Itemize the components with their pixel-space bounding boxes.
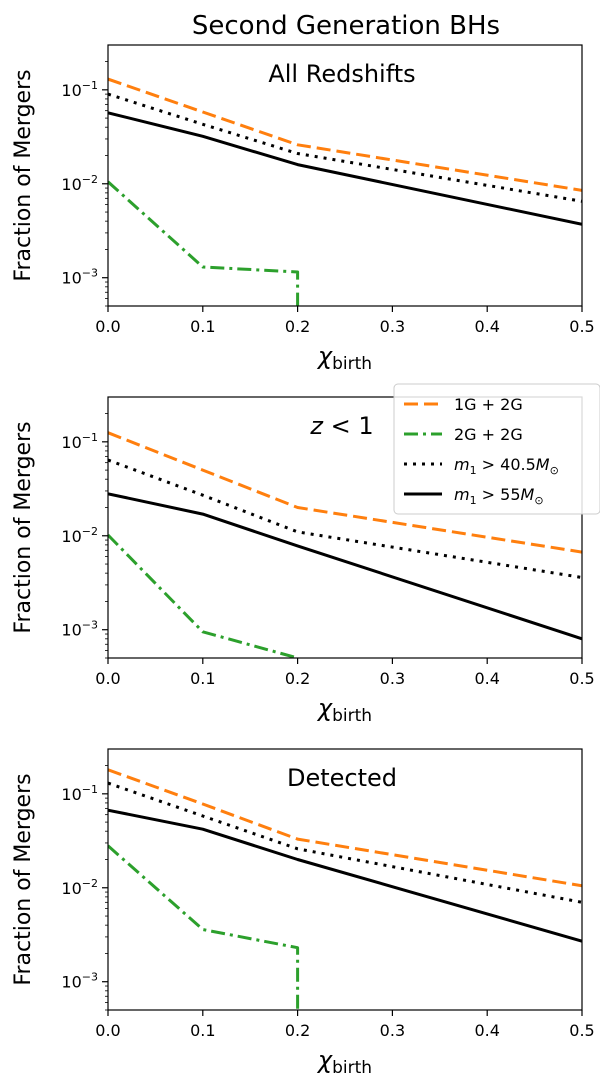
- x-tick-label: 0.4: [474, 1021, 499, 1040]
- y-tick-label: 10−3: [61, 267, 98, 288]
- axes-frame: [107, 44, 583, 307]
- x-tick-label: 0.5: [569, 1021, 594, 1040]
- series-line-m1-55: [108, 492, 582, 641]
- panel-3: 0.0 0.1 0.2 0.3 0.4 0.5 10−1 10−2 10−3 Detected Fr…: [11, 748, 595, 1078]
- x-tick-label: 0.5: [569, 669, 594, 688]
- y-tick-label: 10−1: [61, 79, 98, 100]
- series-line-1g-2g: [108, 77, 582, 192]
- y-tick-label: 10−3: [61, 971, 98, 992]
- legend: 1G + 2G 2G + 2G m1 > 40.5M⊙ m1 > 55M⊙: [393, 383, 600, 515]
- series-line-m1-40-5: [108, 781, 582, 904]
- axes-frame: [107, 396, 583, 659]
- y-tick-label: 10−3: [61, 619, 98, 640]
- panel-2: 0.0 0.1 0.2 0.3 0.4 0.5 10−1 10−2 10−3 z < 1 Fract…: [11, 396, 595, 726]
- y-axis-label: Fraction of Mergers: [11, 421, 36, 633]
- series-line-m1-40-5: [108, 92, 582, 203]
- y-tick-label: 10−1: [61, 431, 98, 452]
- x-tick-label: 0.2: [285, 669, 310, 688]
- y-tick-label: 10−2: [61, 877, 98, 898]
- x-tick-label: 0.3: [380, 1021, 405, 1040]
- legend-label: m1 > 40.5M⊙: [454, 455, 559, 477]
- y-axis-label: Fraction of Mergers: [11, 69, 36, 281]
- x-axis-label: χbirth: [316, 1046, 372, 1078]
- series-group: [108, 768, 582, 1010]
- x-tick-label: 0.3: [380, 317, 405, 336]
- legend-label: 1G + 2G: [454, 395, 523, 414]
- x-axis-label: χbirth: [316, 694, 372, 726]
- x-tick-label: 0.2: [285, 1021, 310, 1040]
- series-group: [108, 431, 582, 658]
- series-line-m1-55: [108, 808, 582, 943]
- legend-label: m1 > 55M⊙: [454, 485, 544, 507]
- x-tick-label: 0.2: [285, 317, 310, 336]
- y-axis-label: Fraction of Mergers: [11, 773, 36, 985]
- x-tick-label: 0.1: [190, 669, 215, 688]
- legend-label: 2G + 2G: [454, 425, 523, 444]
- y-tick-label: 10−1: [61, 783, 98, 804]
- x-tick-label: 0.5: [569, 317, 594, 336]
- x-tick-label: 0.0: [95, 1021, 120, 1040]
- x-tick-label: 0.4: [474, 317, 499, 336]
- series-line-1g-2g: [108, 768, 582, 888]
- y-tick-label: 10−2: [61, 525, 98, 546]
- x-tick-label: 0.0: [95, 317, 120, 336]
- panel-annotation: All Redshifts: [268, 60, 415, 88]
- series-group: [108, 77, 582, 306]
- x-axis-label: χbirth: [316, 342, 372, 374]
- x-tick-label: 0.1: [190, 317, 215, 336]
- series-line-2g-2g: [108, 844, 300, 1010]
- panels: 0.0 0.1 0.2 0.3 0.4 0.5 10−1 10−2 10−3 All Redshi…: [11, 44, 595, 1078]
- x-tick-label: 0.3: [380, 669, 405, 688]
- series-line-m1-55: [108, 111, 582, 226]
- legend-box: [393, 383, 600, 515]
- panel-annotation: z < 1: [309, 412, 373, 440]
- series-line-2g-2g: [108, 180, 300, 306]
- series-line-1g-2g: [108, 431, 582, 554]
- figure-title: Second Generation BHs: [192, 11, 500, 41]
- panel-annotation: Detected: [287, 764, 397, 792]
- x-tick-label: 0.0: [95, 669, 120, 688]
- x-tick-label: 0.1: [190, 1021, 215, 1040]
- x-tick-label: 0.4: [474, 669, 499, 688]
- y-tick-label: 10−2: [61, 173, 98, 194]
- axes-frame: [107, 748, 583, 1011]
- series-line-2g-2g: [108, 533, 298, 658]
- panel-1: 0.0 0.1 0.2 0.3 0.4 0.5 10−1 10−2 10−3 All Redshi…: [11, 44, 595, 374]
